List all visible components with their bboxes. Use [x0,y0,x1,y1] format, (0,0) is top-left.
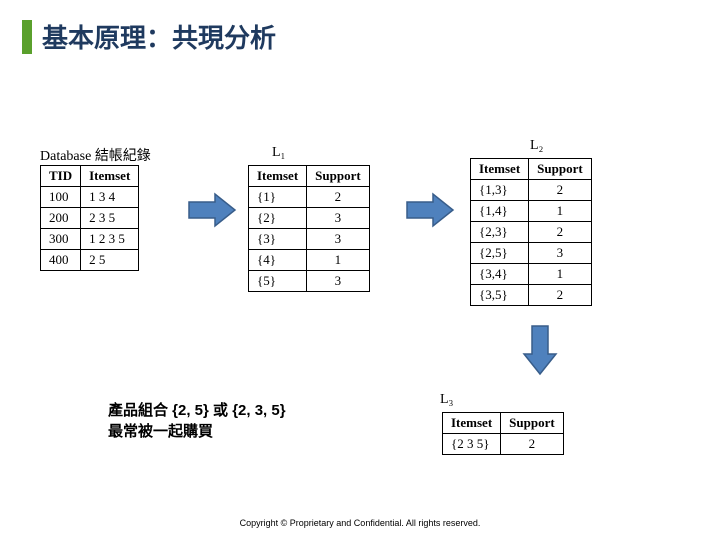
table-cell: 2 [501,434,564,455]
table-cell: {2,5} [471,243,529,264]
table-row: {1}2 [249,187,370,208]
conclusion-line1: 產品組合 {2, 5} 或 {2, 3, 5} [108,400,286,421]
L1-label: L₁ [272,145,285,161]
table-cell: 2 5 [81,250,139,271]
table-cell: {4} [249,250,307,271]
table-cell: 3 [529,243,592,264]
arrow-down [520,322,560,380]
table-cell: {3,5} [471,285,529,306]
page-title: 基本原理：共現分析 [42,18,276,55]
database-table: TIDItemset1001 3 42002 3 53001 2 3 54002… [40,165,139,271]
table-row: {1,4}1 [471,201,592,222]
table-cell: 200 [41,208,81,229]
table-cell: {2,3} [471,222,529,243]
table-cell: 1 3 4 [81,187,139,208]
database-label: Database 結帳紀錄 [40,145,151,165]
table-header: Itemset [81,166,139,187]
table-cell: 1 2 3 5 [81,229,139,250]
table-header: Support [501,413,564,434]
table-cell: 1 [307,250,370,271]
table-row: {4}1 [249,250,370,271]
table-cell: 2 [529,222,592,243]
table-row: 3001 2 3 5 [41,229,139,250]
table-cell: 3 [307,208,370,229]
L3-table: ItemsetSupport{2 3 5}2 [442,412,564,455]
table-cell: {3,4} [471,264,529,285]
table-row: {2 3 5}2 [443,434,564,455]
table-header: Itemset [471,159,529,180]
L2-label: L₂ [530,138,543,154]
table-row: {1,3}2 [471,180,592,201]
table-cell: 2 3 5 [81,208,139,229]
arrow-right-1 [185,190,240,230]
table-row: {2,3}2 [471,222,592,243]
L3-label: L₃ [440,392,453,408]
table-row: {3}3 [249,229,370,250]
table-cell: 2 [529,285,592,306]
accent-bar [22,20,32,54]
table-cell: {1} [249,187,307,208]
footer-copyright: Copyright © Proprietary and Confidential… [0,518,720,528]
table-row: 1001 3 4 [41,187,139,208]
table-cell: 2 [307,187,370,208]
table-row: {3,5}2 [471,285,592,306]
table-header: TID [41,166,81,187]
table-row: {2,5}3 [471,243,592,264]
conclusion-line2: 最常被一起購買 [108,421,286,442]
table-cell: 400 [41,250,81,271]
table-cell: 300 [41,229,81,250]
L1-table: ItemsetSupport{1}2{2}3{3}3{4}1{5}3 [248,165,370,292]
L2-table: ItemsetSupport{1,3}2{1,4}1{2,3}2{2,5}3{3… [470,158,592,306]
table-cell: 2 [529,180,592,201]
arrow-right-2 [403,190,458,230]
table-cell: 1 [529,264,592,285]
table-cell: {3} [249,229,307,250]
conclusion-text: 產品組合 {2, 5} 或 {2, 3, 5} 最常被一起購買 [108,400,286,442]
table-header: Itemset [249,166,307,187]
table-row: 2002 3 5 [41,208,139,229]
title-bar: 基本原理：共現分析 [0,0,720,55]
table-cell: {1,3} [471,180,529,201]
table-row: 4002 5 [41,250,139,271]
table-row: {2}3 [249,208,370,229]
table-header: Support [529,159,592,180]
table-row: {3,4}1 [471,264,592,285]
table-row: {5}3 [249,271,370,292]
table-cell: {5} [249,271,307,292]
table-cell: {1,4} [471,201,529,222]
table-cell: 100 [41,187,81,208]
table-cell: 3 [307,229,370,250]
table-cell: {2} [249,208,307,229]
table-cell: 1 [529,201,592,222]
table-cell: 3 [307,271,370,292]
table-cell: {2 3 5} [443,434,501,455]
table-header: Support [307,166,370,187]
table-header: Itemset [443,413,501,434]
